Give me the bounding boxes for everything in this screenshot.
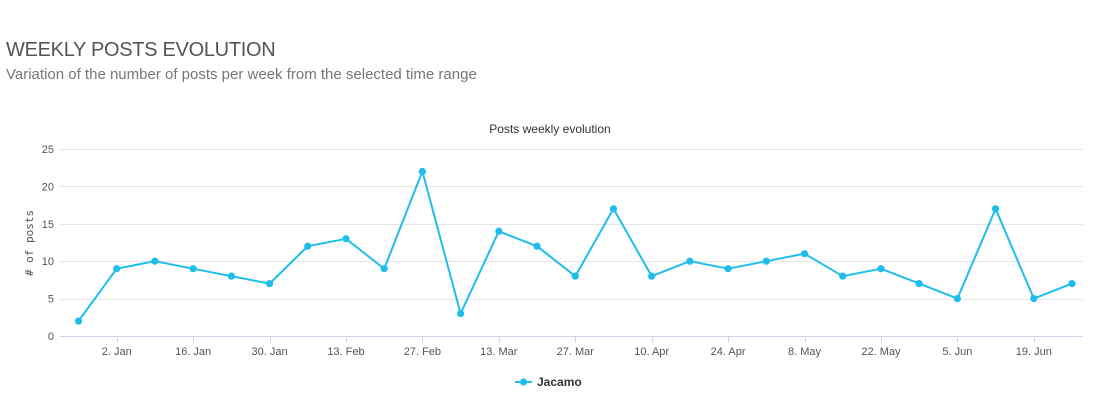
page-subtitle: Variation of the number of posts per wee… — [6, 66, 477, 83]
y-tick-label: 25 — [42, 144, 54, 156]
y-tick-label: 15 — [42, 219, 54, 231]
x-tick-label: 27. Feb — [404, 346, 441, 358]
x-tick-label: 8. May — [788, 346, 822, 358]
data-point[interactable] — [265, 280, 274, 288]
axes: 0 5 10 15 20 25 2. Jan 16. Jan 30. Jan 13. Feb 27.… — [42, 144, 1083, 358]
legend-marker-icon — [519, 378, 528, 386]
data-point[interactable] — [648, 272, 656, 280]
data-point[interactable] — [457, 309, 465, 318]
series-jacamo — [74, 167, 1076, 325]
data-point[interactable] — [74, 317, 83, 325]
data-point[interactable] — [800, 250, 809, 258]
data-point[interactable] — [762, 257, 770, 265]
y-tick-label: 0 — [48, 331, 54, 343]
y-tick-label: 5 — [48, 294, 54, 306]
chart-title: Posts weekly evolution — [489, 122, 610, 136]
legend[interactable]: Jacamo — [515, 375, 582, 389]
x-tick-label: 13. Mar — [480, 346, 518, 358]
data-point[interactable] — [915, 280, 923, 288]
x-tick-label: 5. Jun — [942, 346, 972, 358]
data-point[interactable] — [1030, 295, 1038, 303]
y-axis-title: # of posts — [23, 210, 36, 276]
x-tick-label: 10. Apr — [634, 346, 669, 358]
x-tick-label: 13. Feb — [327, 346, 364, 358]
data-point[interactable] — [189, 265, 197, 273]
data-point[interactable] — [304, 242, 312, 250]
y-tick-label: 10 — [42, 256, 54, 268]
data-point[interactable] — [227, 272, 235, 280]
x-tick-label: 2. Jan — [102, 346, 132, 358]
y-tick-label: 20 — [42, 181, 54, 193]
legend-label-jacamo: Jacamo — [537, 375, 582, 389]
data-point[interactable] — [877, 265, 885, 273]
x-tick-label: 30. Jan — [252, 346, 288, 358]
data-point[interactable] — [113, 265, 121, 273]
x-tick-label: 24. Apr — [711, 346, 746, 358]
data-point[interactable] — [724, 265, 732, 273]
data-point[interactable] — [953, 295, 961, 303]
x-tick-label: 22. May — [861, 346, 901, 358]
data-point[interactable] — [609, 205, 618, 213]
data-point[interactable] — [686, 257, 694, 265]
data-point[interactable] — [991, 205, 1000, 213]
page-title: WEEKLY POSTS EVOLUTION — [6, 39, 276, 61]
grid-lines — [60, 149, 1083, 300]
x-tick-label: 27. Mar — [557, 346, 595, 358]
data-point[interactable] — [151, 257, 159, 265]
data-point[interactable] — [571, 272, 579, 280]
data-point[interactable] — [380, 265, 388, 273]
series-line — [77, 170, 1073, 322]
data-point[interactable] — [418, 167, 427, 176]
data-point[interactable] — [342, 235, 350, 243]
data-point[interactable] — [533, 242, 541, 250]
x-tick-label: 19. Jun — [1016, 346, 1052, 358]
data-point[interactable] — [1068, 280, 1076, 288]
data-point[interactable] — [839, 272, 847, 280]
data-point[interactable] — [495, 227, 503, 235]
x-tick-label: 16. Jan — [175, 346, 211, 358]
